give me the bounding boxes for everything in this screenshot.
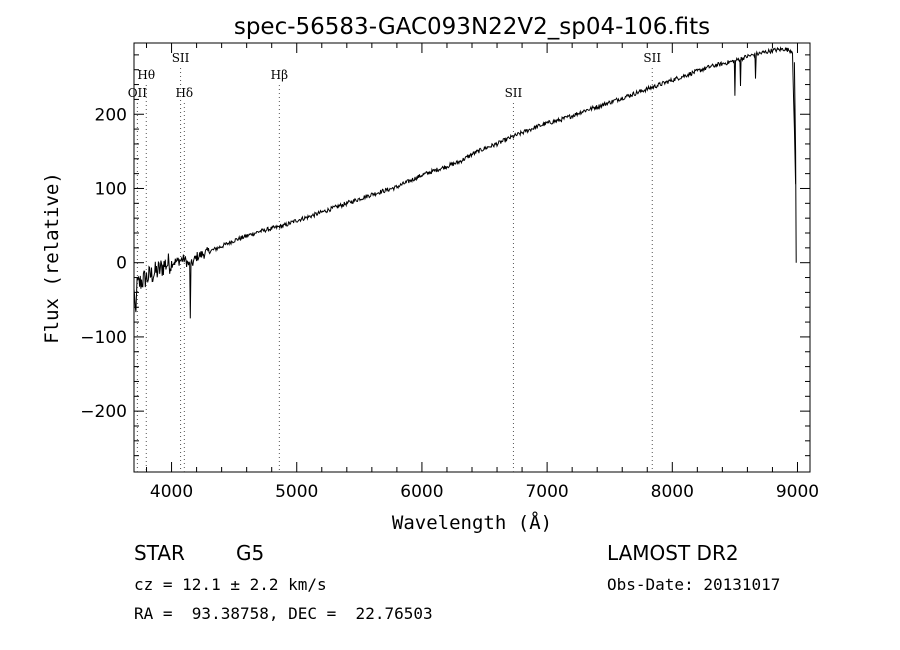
redshift-text: cz = 12.1 ± 2.2 km/s (134, 575, 327, 594)
x-tick-label: 6000 (400, 482, 443, 502)
marker-label: Hβ (271, 68, 288, 82)
y-axis: −200 −100 0 100 200 (80, 54, 810, 457)
x-tick-label: 7000 (525, 482, 568, 502)
y-axis-label: Flux (relative) (41, 172, 63, 344)
marker-label: SII (643, 51, 661, 65)
x-axis-label: Wavelength (Å) (392, 511, 552, 534)
marker-label: SII (172, 51, 190, 65)
obs-date-text: Obs-Date: 20131017 (607, 575, 781, 594)
x-tick-label: 4000 (150, 482, 193, 502)
object-class: STAR (134, 541, 185, 565)
coordinates-text: RA = 93.38758, DEC = 22.76503 (134, 604, 433, 623)
plot-frame (133, 42, 811, 473)
y-tick-label: 100 (95, 179, 127, 199)
line-markers: OII Hθ SII Hδ Hβ SII SII (128, 51, 661, 472)
y-tick-label: 200 (95, 105, 127, 125)
x-tick-label: 5000 (275, 482, 318, 502)
y-tick-label: −200 (80, 402, 127, 422)
marker-label: SII (505, 86, 523, 100)
spectrum-line (133, 45, 797, 319)
marker-label: Hδ (175, 86, 193, 100)
chart-title: spec-56583-GAC093N22V2_sp04-106.fits (234, 14, 710, 40)
x-axis: 4000 5000 6000 7000 8000 9000 (146, 43, 819, 502)
y-tick-label: −100 (80, 328, 127, 348)
x-tick-label: 8000 (651, 482, 694, 502)
marker-label: OII (128, 86, 148, 100)
x-tick-label: 9000 (776, 482, 819, 502)
y-tick-label: 0 (116, 254, 127, 274)
survey-name: LAMOST DR2 (607, 541, 739, 565)
marker-label: Hθ (137, 68, 155, 82)
object-subclass: G5 (236, 541, 265, 565)
